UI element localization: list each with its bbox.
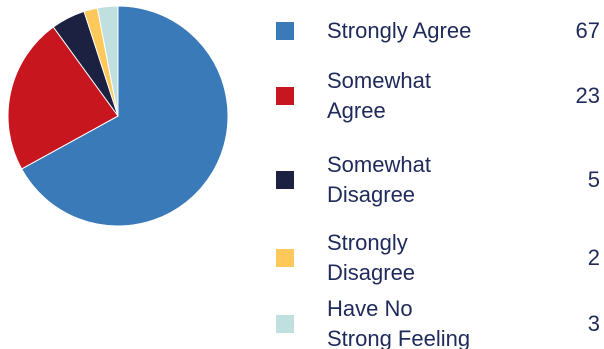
pie-chart	[7, 5, 229, 227]
legend-item: Somewhat Disagree 5	[276, 146, 602, 214]
legend-label-line: Strong Feeling	[327, 326, 471, 349]
legend-label: Strongly Disagree	[327, 228, 527, 288]
legend-label-line: Disagree	[327, 260, 416, 285]
pie-slice-strongly-agree	[20, 5, 229, 227]
legend-label: Somewhat Disagree	[327, 150, 527, 210]
legend-label-line: Strongly	[327, 230, 408, 255]
legend-value: 3	[587, 311, 600, 336]
legend-label-line: Disagree	[327, 182, 416, 207]
legend-label-line: Somewhat	[327, 152, 431, 177]
legend-item: Strongly Disagree 2	[276, 224, 602, 292]
legend-label: Somewhat Agree	[327, 66, 527, 126]
legend-item: Have No Strong Feeling 3	[276, 290, 602, 349]
legend-label: Have No Strong Feeling	[327, 294, 527, 349]
legend-swatch	[276, 22, 294, 40]
legend-value: 67	[575, 18, 600, 43]
legend-label-line: Strongly Agree	[327, 18, 472, 43]
pie-slice-somewhat-agree	[7, 26, 119, 170]
pie-slice-have-no-strong-feeling	[96, 5, 119, 117]
legend-label: Strongly Agree	[327, 16, 527, 46]
legend-item: Somewhat Agree 23	[276, 62, 602, 130]
legend-swatch	[276, 87, 294, 105]
legend-swatch	[276, 249, 294, 267]
legend-value: 23	[575, 83, 600, 108]
legend-label-line: Have No	[327, 296, 413, 321]
legend-value: 5	[587, 167, 600, 192]
legend-swatch	[276, 171, 294, 189]
legend-item: Strongly Agree 67	[276, 14, 602, 48]
legend-label-line: Somewhat	[327, 68, 431, 93]
legend-label-line: Agree	[327, 98, 386, 123]
legend-value: 2	[587, 245, 600, 270]
legend-swatch	[276, 315, 294, 333]
